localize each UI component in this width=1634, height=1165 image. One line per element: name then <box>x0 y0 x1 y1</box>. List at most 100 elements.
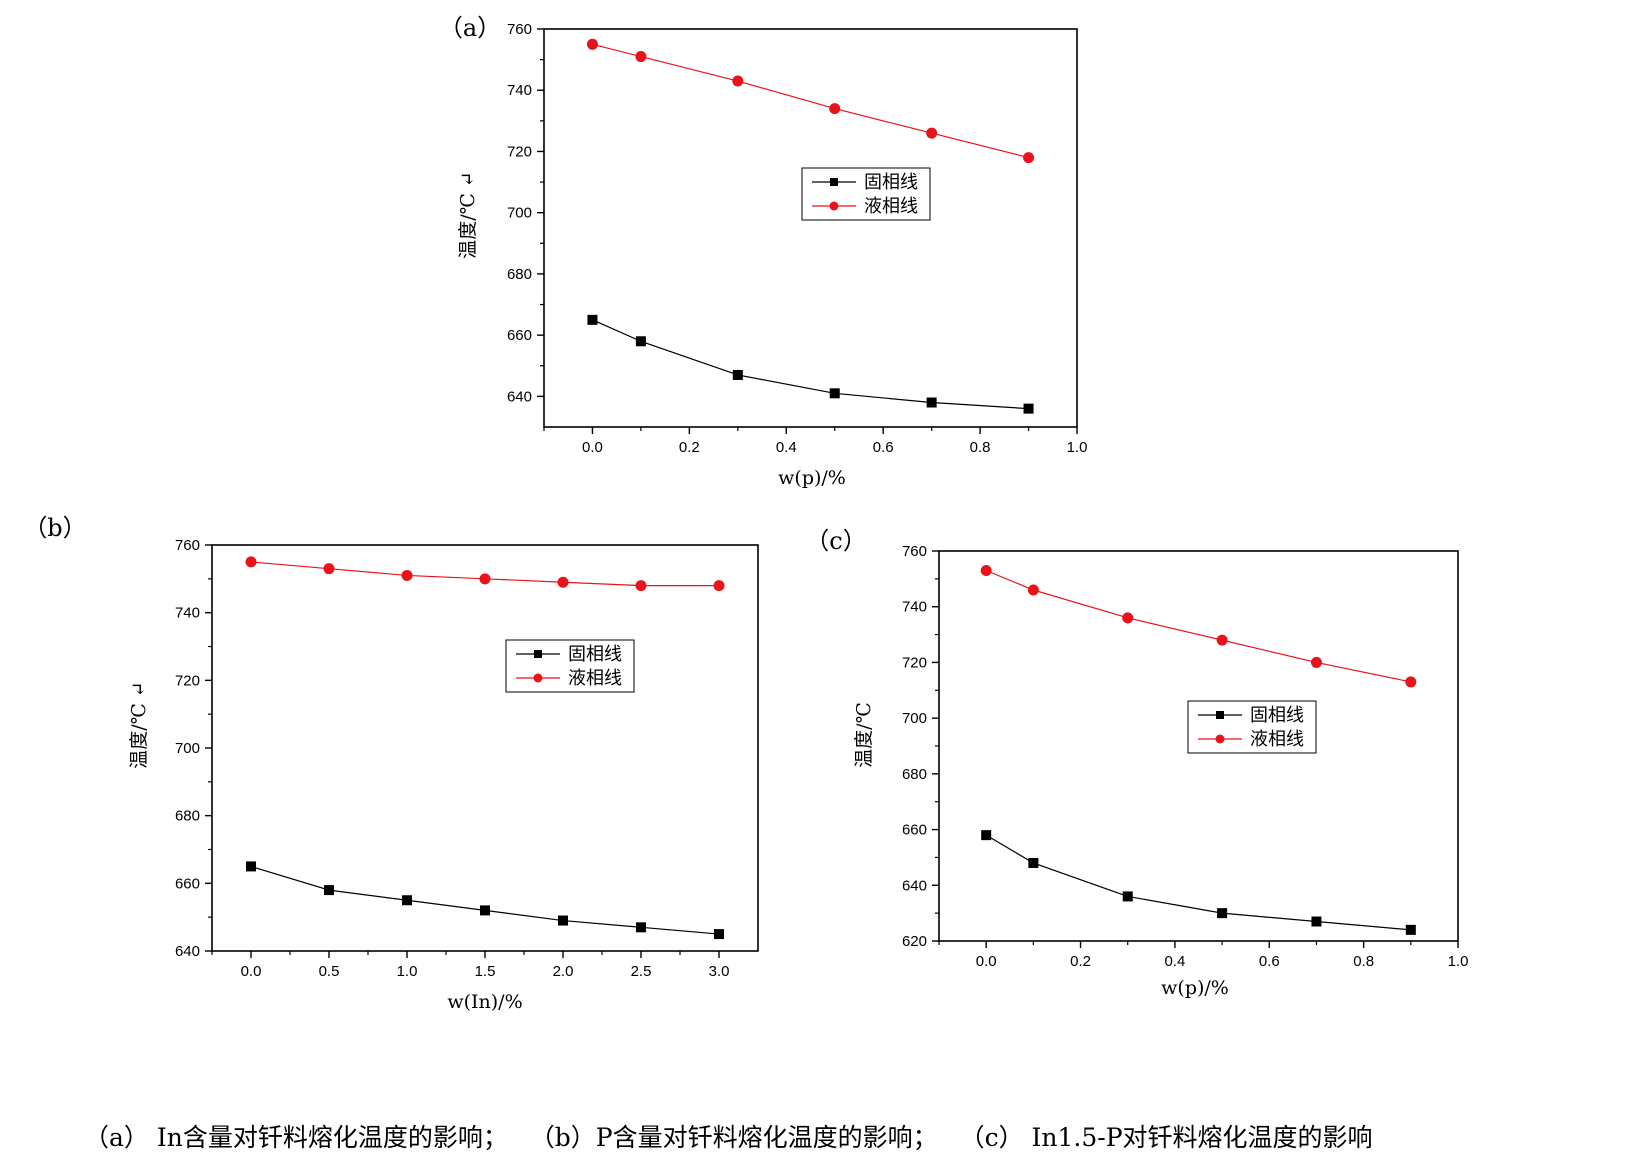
legend-marker <box>830 178 838 186</box>
x-tick-label: 1.0 <box>1448 953 1469 970</box>
data-point <box>1027 584 1039 596</box>
data-point <box>636 922 646 933</box>
data-point <box>635 580 647 592</box>
figure-caption: （a） In含量对钎料熔化温度的影响； （b）P含量对钎料熔化温度的影响； （c… <box>84 1118 1624 1154</box>
y-tick-label: 740 <box>175 605 200 622</box>
data-point <box>586 38 598 50</box>
data-point <box>1216 634 1228 646</box>
x-tick-label: 0.4 <box>1164 953 1185 970</box>
x-axis-label: w(In)/% <box>447 991 522 1013</box>
y-tick-label: 700 <box>507 205 532 222</box>
legend-label: 固相线 <box>568 644 622 665</box>
series-line <box>592 319 1029 410</box>
data-point <box>714 929 724 940</box>
data-point <box>402 895 412 906</box>
x-tick-label: 2.5 <box>631 963 652 980</box>
y-tick-label: 700 <box>175 740 200 757</box>
series-line <box>592 43 1029 159</box>
legend-marker <box>1215 734 1225 744</box>
x-tick-label: 0.6 <box>1259 953 1280 970</box>
data-point <box>981 830 992 841</box>
y-tick-label: 720 <box>175 672 200 689</box>
legend-box <box>1187 700 1317 754</box>
y-tick-label: 700 <box>902 710 927 727</box>
y-axis-label: 温度/℃ <box>853 702 875 768</box>
data-point <box>401 569 413 581</box>
x-tick-label: 2.0 <box>553 963 574 980</box>
data-point <box>558 915 568 926</box>
data-point <box>1310 656 1322 668</box>
y-axis-label: 温度/℃ ↵ <box>457 171 479 259</box>
x-tick-label: 0.6 <box>873 439 894 456</box>
caption-c: （c） In1.5-P对钎料熔化温度的影响 <box>959 1123 1373 1152</box>
legend-marker <box>533 673 543 683</box>
data-point <box>557 576 569 588</box>
series-line <box>985 834 1411 931</box>
y-tick-label: 720 <box>902 654 927 671</box>
legend-label: 液相线 <box>864 196 918 217</box>
y-tick-label: 620 <box>902 933 927 950</box>
y-tick-label: 660 <box>902 822 927 839</box>
data-point <box>246 861 256 872</box>
caption-a: （a） In含量对钎料熔化温度的影响； <box>84 1123 508 1152</box>
x-tick-label: 0.5 <box>319 963 340 980</box>
y-tick-label: 680 <box>902 766 927 783</box>
legend-label: 液相线 <box>1250 729 1304 750</box>
data-point <box>587 314 598 325</box>
x-tick-label: 0.4 <box>776 439 797 456</box>
data-point <box>926 127 938 139</box>
data-point <box>980 565 992 576</box>
y-tick-label: 740 <box>507 82 532 99</box>
data-point <box>1122 891 1133 902</box>
y-tick-label: 680 <box>175 808 200 825</box>
y-tick-label: 640 <box>175 943 200 960</box>
data-point <box>1023 152 1035 164</box>
plot-frame <box>543 28 1078 428</box>
data-point <box>1122 612 1134 624</box>
x-tick-label: 0.8 <box>970 439 991 456</box>
legend-marker <box>1216 711 1224 719</box>
data-point <box>926 397 937 408</box>
y-tick-label: 760 <box>175 537 200 554</box>
legend-label: 固相线 <box>1250 705 1304 726</box>
series-line <box>985 569 1411 683</box>
data-point <box>1217 908 1228 919</box>
data-point <box>635 336 646 347</box>
x-tick-label: 0.0 <box>976 953 997 970</box>
panel-tag: （b） <box>23 514 86 542</box>
legend-marker <box>829 201 839 211</box>
data-point <box>829 388 840 399</box>
caption-b: （b）P含量对钎料熔化温度的影响； <box>529 1123 938 1152</box>
legend-box <box>505 639 635 693</box>
legend-box <box>801 167 931 221</box>
y-tick-label: 740 <box>902 599 927 616</box>
x-tick-label: 0.0 <box>582 439 603 456</box>
x-axis-label: w(p)/% <box>1161 977 1229 999</box>
plot-frame <box>211 544 759 952</box>
data-point <box>1028 858 1039 868</box>
data-point <box>479 573 491 585</box>
panel-tag: （c） <box>805 527 866 555</box>
data-point <box>323 563 335 575</box>
x-tick-label: 0.0 <box>241 963 262 980</box>
chart-panel-b: 0.0 0.5 1.0 1.5 2.0 2.5 3.0 640 660 680 700 720 740 7… <box>23 514 759 1013</box>
y-tick-label: 640 <box>507 388 532 405</box>
data-point <box>1311 916 1322 927</box>
x-tick-label: 3.0 <box>709 963 730 980</box>
x-tick-label: 0.2 <box>679 439 700 456</box>
data-point <box>1405 676 1417 688</box>
data-point <box>732 75 744 87</box>
x-tick-label: 0.2 <box>1070 953 1091 970</box>
data-point <box>1405 924 1416 935</box>
legend-label: 固相线 <box>864 172 918 193</box>
y-tick-label: 760 <box>507 21 532 38</box>
chart-panel-c: 0.0 0.2 0.4 0.6 0.8 1.0 620 640 660 680 700 720 740 7… <box>805 527 1468 999</box>
data-point <box>1023 403 1034 414</box>
y-axis-label: 温度/℃ ↵ <box>128 681 150 769</box>
series-line <box>250 865 720 935</box>
y-tick-label: 660 <box>175 875 200 892</box>
y-tick-label: 640 <box>902 877 927 894</box>
data-point <box>713 580 725 592</box>
data-point <box>732 369 743 380</box>
